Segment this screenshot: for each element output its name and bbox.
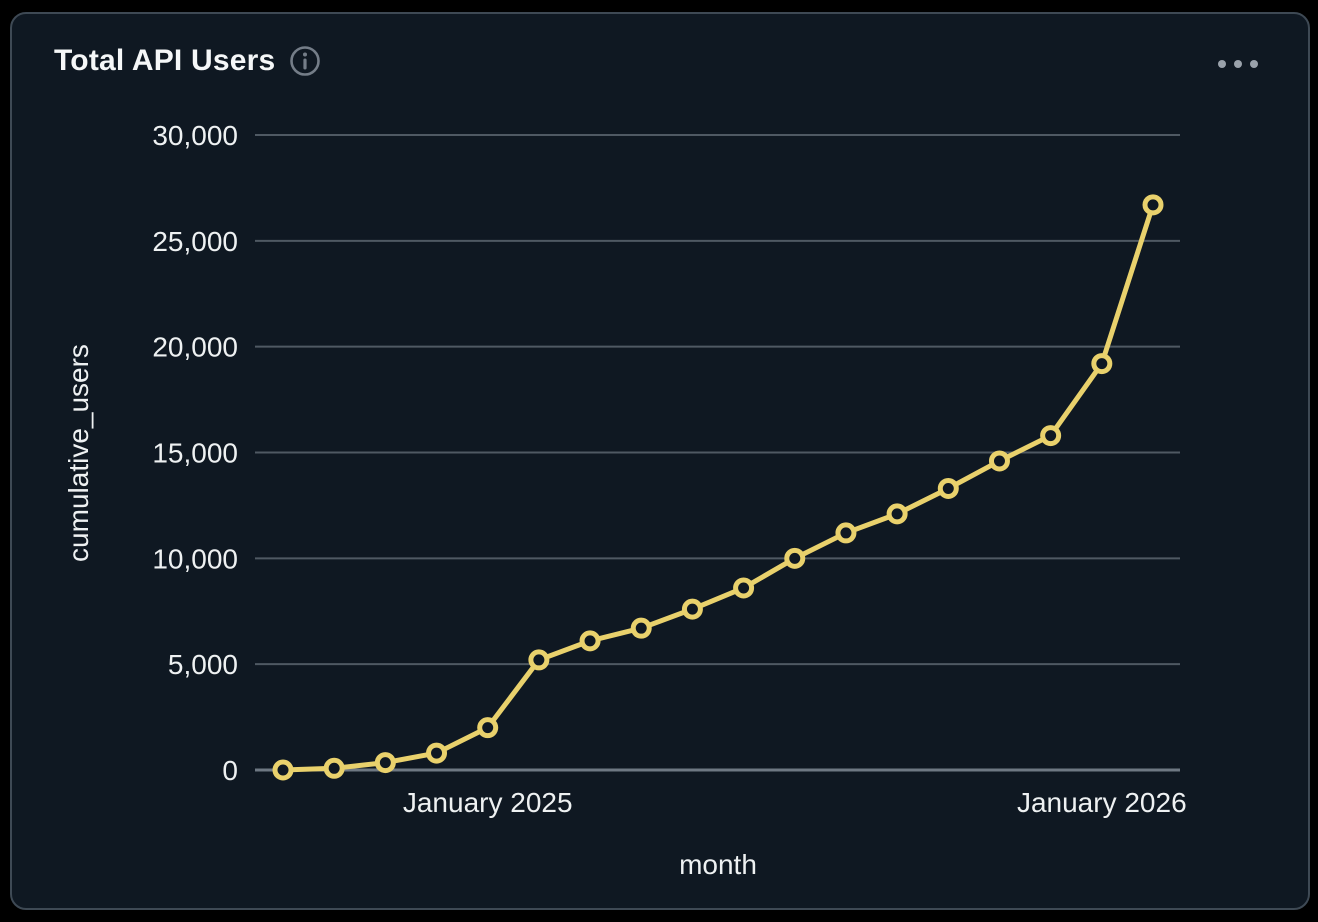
data-point-marker[interactable] xyxy=(374,752,396,774)
data-point-marker[interactable] xyxy=(937,477,959,499)
y-axis-title: cumulative_users xyxy=(63,344,94,562)
x-tick-label: January 2025 xyxy=(403,787,573,818)
data-point-marker[interactable] xyxy=(784,547,806,569)
data-point-marker[interactable] xyxy=(835,522,857,544)
data-point-marker[interactable] xyxy=(426,742,448,764)
data-point-marker[interactable] xyxy=(323,757,345,779)
card-title: Total API Users xyxy=(54,44,276,77)
y-tick-label: 25,000 xyxy=(152,226,238,257)
series-line xyxy=(280,202,1156,773)
data-point-marker[interactable] xyxy=(1091,353,1113,375)
x-axis-tick-labels: January 2025 January 2026 xyxy=(403,787,1187,818)
data-point-marker[interactable] xyxy=(272,759,294,781)
data-point-marker[interactable] xyxy=(988,450,1010,472)
ellipsis-icon xyxy=(1250,60,1258,68)
y-tick-label: 15,000 xyxy=(152,438,238,469)
x-axis-title: month xyxy=(679,849,757,880)
info-icon[interactable] xyxy=(289,45,321,77)
y-axis-tick-labels: 0 5,000 10,000 15,000 20,000 25,000 30,000 xyxy=(152,120,238,786)
y-tick-label: 10,000 xyxy=(152,543,238,574)
data-point-marker[interactable] xyxy=(528,649,550,671)
ellipsis-icon xyxy=(1234,60,1242,68)
line-series xyxy=(272,194,1164,781)
card-header: Total API Users xyxy=(54,44,321,78)
gridlines xyxy=(255,134,1180,772)
chart-card: Total API Users xyxy=(10,12,1310,910)
data-point-marker[interactable] xyxy=(733,577,755,599)
data-point-marker[interactable] xyxy=(886,503,908,525)
y-tick-label: 5,000 xyxy=(168,649,238,680)
y-tick-label: 30,000 xyxy=(152,120,238,151)
x-tick-label: January 2026 xyxy=(1017,787,1187,818)
ellipsis-icon xyxy=(1218,60,1226,68)
data-point-marker[interactable] xyxy=(681,598,703,620)
data-point-marker[interactable] xyxy=(1040,425,1062,447)
data-point-marker[interactable] xyxy=(630,617,652,639)
data-point-marker[interactable] xyxy=(1142,194,1164,216)
y-tick-label: 0 xyxy=(222,755,238,786)
more-options-button[interactable] xyxy=(1212,54,1264,74)
data-point-marker[interactable] xyxy=(579,630,601,652)
y-tick-label: 20,000 xyxy=(152,332,238,363)
data-point-marker[interactable] xyxy=(477,717,499,739)
